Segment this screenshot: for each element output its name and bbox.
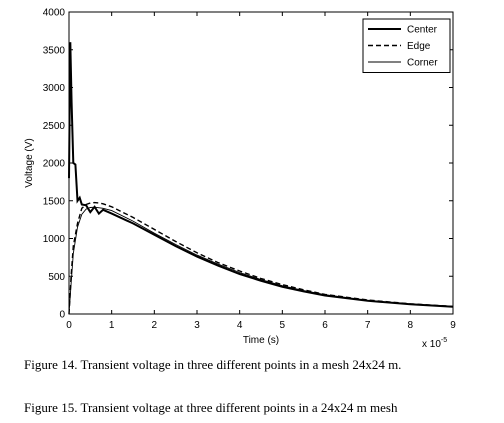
x-axis-exponent-power: -5 <box>441 337 447 344</box>
x-tick-label: 1 <box>109 320 115 331</box>
series-line-edge <box>68 201 454 315</box>
y-tick-label: 3000 <box>43 83 66 94</box>
x-tick-label: 2 <box>152 320 158 331</box>
x-tick-label: 5 <box>280 320 286 331</box>
y-axis-label: Voltage (V) <box>24 138 35 187</box>
x-tick-label: 3 <box>194 320 200 331</box>
voltage-chart: 0 500 1000 1500 2000 2500 3000 3500 4000 0 1 2 3 4 5 6… <box>24 8 456 351</box>
figure-14-caption: Figure 14. Transient voltage in three di… <box>24 357 402 372</box>
legend: Center Edge Corner <box>362 18 451 73</box>
legend-label-corner: Corner <box>407 58 438 69</box>
figure-15-caption: Figure 15. Transient voltage at three di… <box>24 400 398 415</box>
x-tick-label: 0 <box>66 320 72 331</box>
y-tick-label: 4000 <box>43 8 66 19</box>
x-axis-label: Time (s) <box>243 335 279 346</box>
y-axis-ticks: 0 500 1000 1500 2000 2500 3000 3500 4000 <box>43 8 453 321</box>
y-tick-label: 0 <box>59 310 65 321</box>
x-tick-label: 6 <box>322 320 328 331</box>
y-tick-label: 3500 <box>43 45 66 56</box>
series-line-center <box>68 42 454 308</box>
y-tick-label: 1000 <box>43 234 66 245</box>
y-tick-label: 500 <box>48 272 65 283</box>
x-tick-label: 4 <box>237 320 243 331</box>
y-tick-label: 2000 <box>43 159 66 170</box>
x-axis-exponent-base: x 10 <box>422 339 441 350</box>
series-line-corner <box>68 206 454 315</box>
y-tick-label: 1500 <box>43 196 66 207</box>
y-tick-label: 2500 <box>43 121 66 132</box>
legend-label-center: Center <box>407 25 438 36</box>
x-tick-label: 9 <box>450 320 456 331</box>
x-tick-label: 7 <box>365 320 371 331</box>
series-lines <box>68 42 454 315</box>
x-axis-exponent: x 10-5 <box>422 337 447 350</box>
x-tick-label: 8 <box>408 320 414 331</box>
legend-label-edge: Edge <box>407 41 431 52</box>
